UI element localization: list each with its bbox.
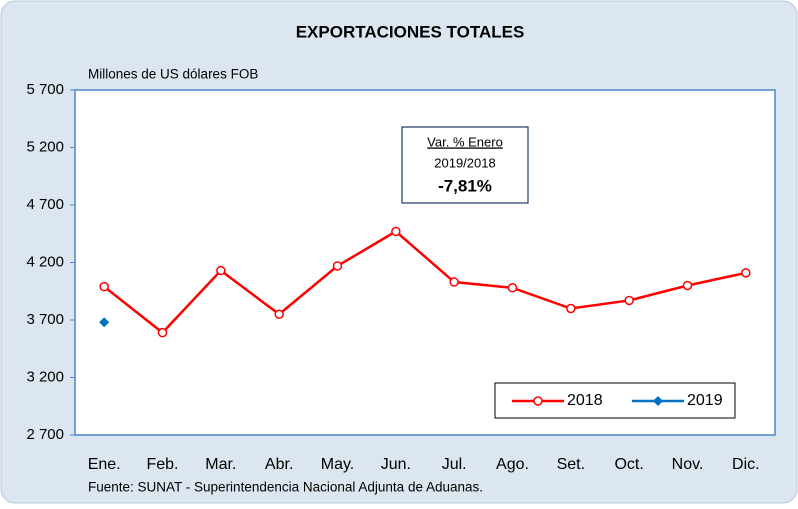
x-tick-label: Mar. xyxy=(205,456,236,473)
legend-label: 2018 xyxy=(567,392,603,409)
chart-title: EXPORTACIONES TOTALES xyxy=(296,22,525,41)
x-tick-label: Jul. xyxy=(442,456,467,473)
marker xyxy=(216,265,226,276)
x-tick-label: May. xyxy=(321,456,354,473)
legend-marker xyxy=(653,396,663,406)
y-tick-label: 5 200 xyxy=(26,138,64,155)
x-tick-label: Feb. xyxy=(146,456,178,473)
y-tick-label: 3 700 xyxy=(26,311,64,328)
x-tick-label: Jun. xyxy=(381,456,411,473)
y-tick-label: 3 200 xyxy=(26,368,64,385)
marker xyxy=(682,280,693,291)
marker xyxy=(391,226,401,237)
x-tick-label: Abr. xyxy=(265,456,293,473)
marker xyxy=(99,317,110,328)
annotation-period: 2019/2018 xyxy=(434,155,495,170)
marker xyxy=(332,261,343,271)
x-tick-label: Dic. xyxy=(732,456,760,473)
marker xyxy=(624,295,634,306)
series-line xyxy=(103,229,747,335)
x-tick-label: Set. xyxy=(557,456,585,473)
marker xyxy=(99,281,109,292)
x-tick-label: Oct. xyxy=(614,456,643,473)
x-tick-label: Ago. xyxy=(496,456,529,473)
x-tick-label: Nov. xyxy=(672,456,704,473)
marker xyxy=(741,268,751,278)
y-axis-label: Millones de US dólares FOB xyxy=(88,67,258,82)
annotation-box xyxy=(401,126,529,204)
marker xyxy=(274,309,284,319)
x-tick-label: Ene. xyxy=(88,456,121,473)
marker xyxy=(507,283,518,293)
marker xyxy=(566,303,576,314)
y-tick-label: 5 700 xyxy=(26,81,64,98)
annotation-value: -7,81% xyxy=(438,176,492,195)
legend-label: 2019 xyxy=(687,392,723,409)
legend-marker xyxy=(533,396,543,406)
y-tick-label: 4 700 xyxy=(26,196,64,213)
marker xyxy=(157,327,168,338)
y-tick-label: 4 200 xyxy=(26,253,64,270)
source: Fuente: SUNAT - Superintendencia Naciona… xyxy=(88,480,483,495)
marker xyxy=(449,277,459,287)
y-tick-label: 2 700 xyxy=(26,426,64,443)
annotation-heading: Var. % Enero xyxy=(427,134,503,149)
